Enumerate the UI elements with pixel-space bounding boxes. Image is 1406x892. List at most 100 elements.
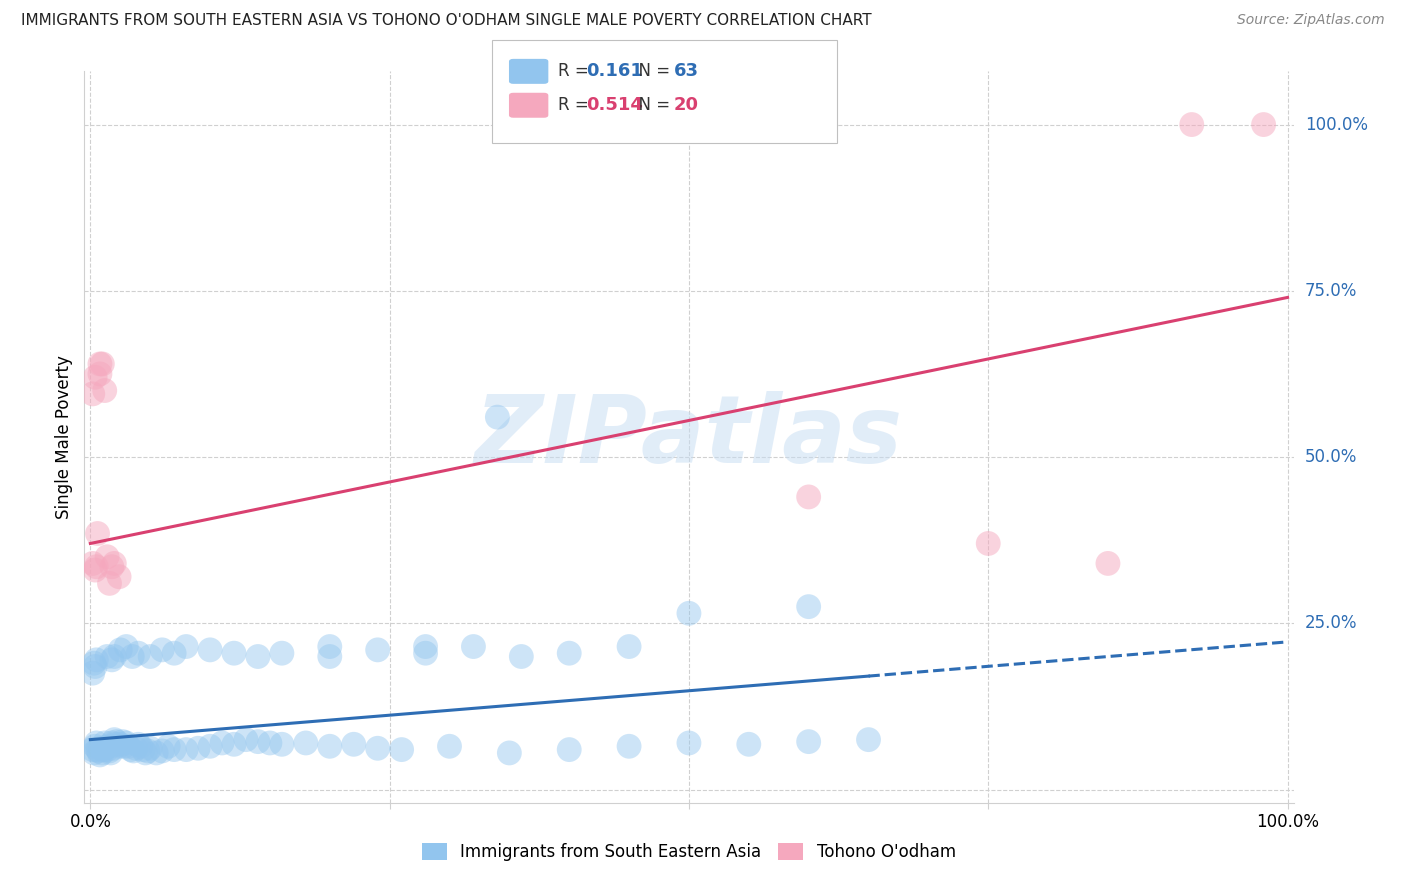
Point [246,734,269,748]
Text: 75.0%: 75.0% [1305,282,1357,300]
Text: 63: 63 [673,62,699,80]
Point [94,740,117,755]
Point [101,653,124,667]
Point [83,746,105,760]
Point [139,741,162,756]
Y-axis label: Single Male Poverty: Single Male Poverty [55,355,73,519]
Point [101,736,124,750]
Point [797,599,820,614]
Point [103,649,125,664]
Point [295,736,318,750]
Point [510,649,533,664]
Point [105,734,128,748]
Point [122,744,145,758]
Point [738,737,761,751]
Text: Source: ZipAtlas.com: Source: ZipAtlas.com [1237,13,1385,28]
Point [198,643,221,657]
Point [125,741,148,756]
Point [246,649,269,664]
Point [343,737,366,751]
Point [797,734,820,748]
Point [104,737,127,751]
Point [136,744,159,758]
Point [127,737,149,751]
Point [617,640,640,654]
Point [174,742,197,756]
Point [86,526,108,541]
Point [97,739,120,754]
Point [1181,118,1204,132]
Point [198,739,221,754]
Point [82,387,104,401]
Point [89,357,111,371]
Point [163,646,186,660]
Point [498,746,520,760]
Point [91,357,114,371]
Point [145,746,167,760]
Text: R =: R = [558,62,595,80]
Point [319,649,342,664]
Point [678,607,700,621]
Point [858,732,880,747]
Text: N =: N = [628,96,676,114]
Point [222,646,245,660]
Text: 25.0%: 25.0% [1305,615,1357,632]
Point [120,742,142,756]
Point [82,742,104,756]
Point [111,734,134,748]
Point [84,370,107,384]
Point [150,744,173,758]
Point [270,646,292,660]
Point [139,649,162,664]
Text: ZIPatlas: ZIPatlas [475,391,903,483]
Point [134,746,156,760]
Point [235,732,257,747]
Point [558,646,581,660]
Point [82,666,104,681]
Point [678,736,700,750]
Point [391,742,413,756]
Text: 0.514: 0.514 [586,96,643,114]
Point [103,732,125,747]
Point [259,736,281,750]
Point [93,384,115,398]
Text: IMMIGRANTS FROM SOUTH EASTERN ASIA VS TOHONO O'ODHAM SINGLE MALE POVERTY CORRELA: IMMIGRANTS FROM SOUTH EASTERN ASIA VS TO… [21,13,872,29]
Point [84,659,107,673]
Point [187,741,209,756]
Point [797,490,820,504]
Point [115,736,138,750]
Point [93,742,115,756]
Point [222,737,245,751]
Point [86,742,108,756]
Point [367,741,389,756]
Point [96,742,118,756]
Text: 20: 20 [673,96,699,114]
Point [486,410,509,425]
Point [211,736,233,750]
Point [86,653,108,667]
Point [127,646,149,660]
Point [82,557,104,571]
Point [1253,118,1275,132]
Point [977,536,1000,550]
Point [110,643,132,657]
Point [84,563,107,577]
Point [108,570,131,584]
Point [100,746,122,760]
Point [91,746,114,760]
Legend: Immigrants from South Eastern Asia, Tohono O'odham: Immigrants from South Eastern Asia, Toho… [416,836,962,868]
Point [86,559,108,574]
Text: R =: R = [558,96,595,114]
Point [112,739,135,754]
Point [96,549,118,564]
Point [101,741,124,756]
Point [270,737,292,751]
Point [110,737,132,751]
Point [89,747,111,762]
Point [86,736,108,750]
Point [121,649,143,664]
Point [84,739,107,754]
Point [157,739,180,754]
Text: N =: N = [628,62,676,80]
Point [319,739,342,754]
